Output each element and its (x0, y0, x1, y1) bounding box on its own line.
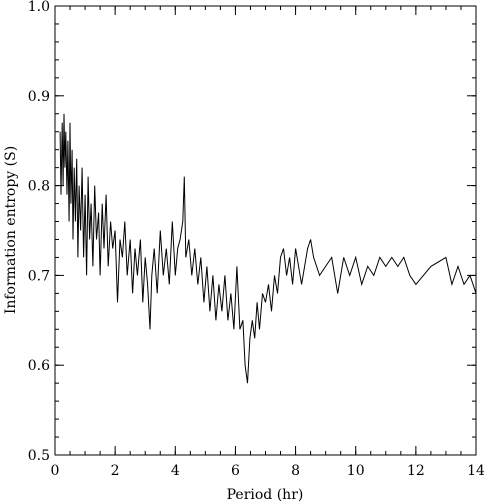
y-tick-label: 0.5 (28, 448, 50, 464)
x-tick-label: 10 (347, 463, 365, 479)
x-tick-label: 6 (231, 463, 240, 479)
y-axis-title: Information entropy (S) (3, 146, 19, 314)
y-tick-label: 1.0 (28, 0, 50, 15)
x-tick-label: 12 (407, 463, 425, 479)
x-tick-label: 0 (51, 463, 60, 479)
x-tick-label: 2 (111, 463, 120, 479)
x-tick-label: 14 (467, 463, 485, 479)
x-tick-label: 4 (171, 463, 180, 479)
x-axis-title: Period (hr) (227, 487, 304, 503)
y-tick-label: 0.8 (28, 179, 50, 195)
plot-frame (54, 5, 477, 456)
y-tick-label: 0.9 (28, 89, 50, 105)
axis-ticks (54, 5, 477, 456)
entropy-series-line (59, 113, 477, 384)
y-tick-label: 0.6 (28, 358, 50, 374)
y-tick-label: 0.7 (28, 268, 50, 284)
axis-tick-labels: 0 2 4 6 8 10 12 14 0.5 0.6 0.7 0.8 0.9 1.0 (28, 0, 485, 479)
x-tick-label: 8 (291, 463, 300, 479)
